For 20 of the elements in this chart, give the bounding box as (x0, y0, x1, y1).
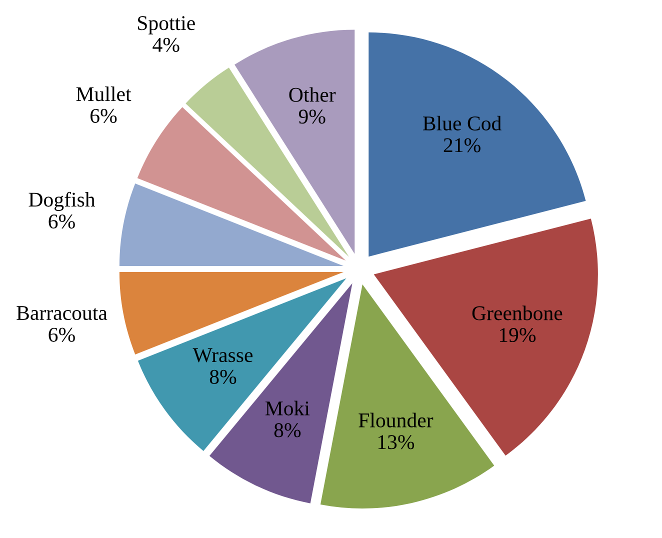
data-label: 8% (274, 423, 301, 438)
slice-label: Flounder (358, 412, 434, 428)
slice-label: Moki (265, 400, 310, 416)
data-label: 6% (48, 214, 75, 229)
data-label: 19% (500, 328, 536, 342)
data-label: 6% (48, 328, 75, 342)
data-label: 8% (210, 370, 236, 384)
slice-label: Spottie (138, 16, 195, 34)
data-label: 21% (444, 138, 480, 152)
slice-label: Dogfish (28, 192, 96, 211)
data-label: 4% (152, 38, 180, 52)
data-label: 13% (378, 435, 414, 450)
slice-label: Barracouta (16, 306, 108, 320)
data-label: 6% (90, 108, 117, 124)
slice-label: Mullet (76, 86, 132, 102)
slice-label: Wrasse (192, 348, 253, 362)
slice-label: Other (289, 87, 336, 102)
slice-label: Blue Cod (423, 116, 502, 130)
slice-label: Greenbone (472, 306, 562, 320)
data-label: 9% (298, 110, 326, 124)
